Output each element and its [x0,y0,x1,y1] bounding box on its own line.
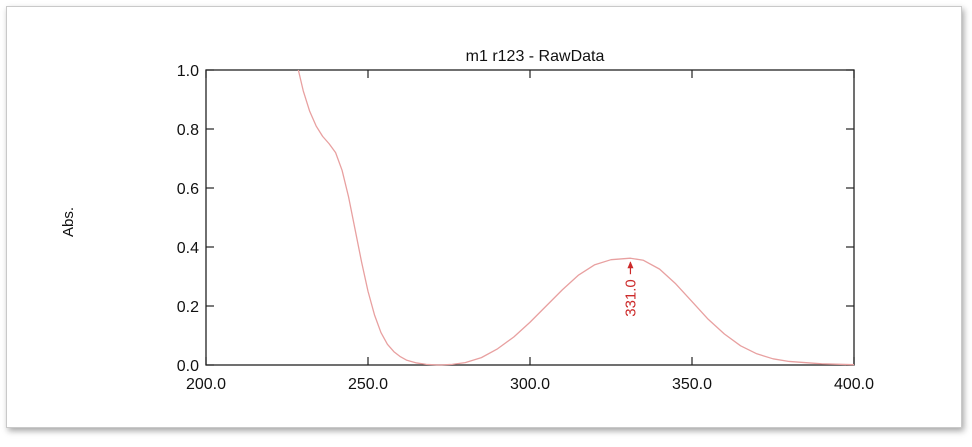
plot-area: 0.0 0.2 0.4 0.6 0.8 1.0 200.0 250.0 300.0 350.0 40… [177,63,874,393]
x-tick-label: 400.0 [834,376,874,393]
y-axis-label: Abs. [60,207,77,237]
y-tick-label: 1.0 [177,63,199,80]
plot-border [205,69,855,366]
x-tick-label: 300.0 [510,376,550,393]
chart-frame: m1 r123 - RawData Abs. 0.0 0.2 0.4 0.6 0.8 1.… [6,6,962,428]
peak-arrow-head [627,261,634,269]
x-tick-label: 350.0 [672,376,712,393]
absorbance-chart: m1 r123 - RawData Abs. 0.0 0.2 0.4 0.6 0.8 1.… [60,48,874,393]
x-tick-label: 250.0 [348,376,388,393]
y-tick-label: 0.6 [177,181,199,198]
y-tick-label: 0.2 [177,299,199,316]
x-tick-label: 200.0 [186,376,226,393]
spectrum-line [297,69,855,366]
y-tick-label: 0.8 [177,122,199,139]
y-tick-label: 0.4 [177,240,199,257]
y-tick-label: 0.0 [177,358,199,375]
chart-title: m1 r123 - RawData [466,48,605,65]
peak-label: 331.0 [622,279,639,317]
